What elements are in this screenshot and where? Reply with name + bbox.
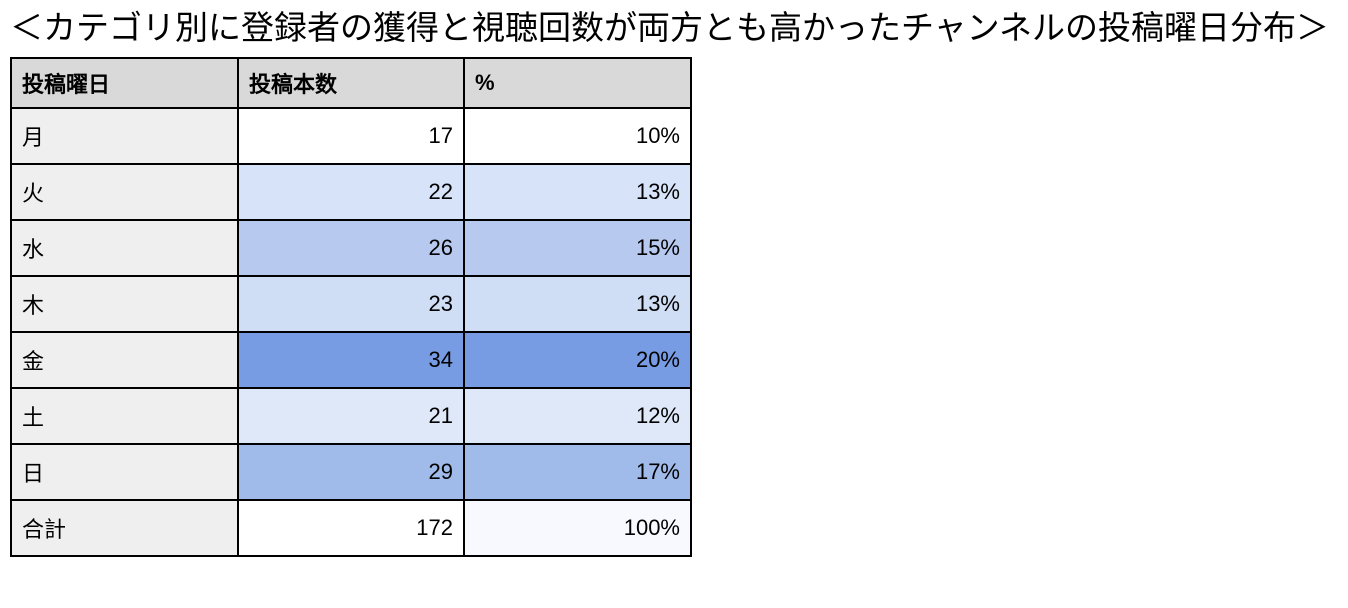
table-row: 日 29 17% — [10, 443, 692, 502]
percent-cell: 17% — [463, 443, 692, 502]
count-cell: 22 — [237, 163, 465, 222]
count-cell: 34 — [237, 331, 465, 390]
count-cell: 29 — [237, 443, 465, 502]
day-cell: 水 — [10, 219, 239, 278]
day-cell: 合計 — [10, 499, 239, 558]
table-row: 土 21 12% — [10, 387, 692, 446]
day-cell: 金 — [10, 331, 239, 390]
percent-cell: 15% — [463, 219, 692, 278]
column-header-percent: % — [463, 57, 692, 110]
day-cell: 月 — [10, 107, 239, 166]
page-title: ＜カテゴリ別に登録者の獲得と視聴回数が両方とも高かったチャンネルの投稿曜日分布＞ — [10, 9, 1330, 46]
table-row: 合計 172 100% — [10, 499, 692, 558]
column-header-day: 投稿曜日 — [10, 57, 239, 110]
table-row: 火 22 13% — [10, 163, 692, 222]
percent-cell: 12% — [463, 387, 692, 446]
table-row: 金 34 20% — [10, 331, 692, 390]
percent-cell: 20% — [463, 331, 692, 390]
day-cell: 土 — [10, 387, 239, 446]
count-cell: 21 — [237, 387, 465, 446]
posting-day-table: 投稿曜日 投稿本数 % 月 17 10% 火 22 13% 水 26 15% 木 23 13% 金 34 2… — [10, 57, 692, 558]
percent-cell: 13% — [463, 275, 692, 334]
day-cell: 日 — [10, 443, 239, 502]
header-row: 投稿曜日 投稿本数 % — [10, 57, 692, 110]
table-row: 月 17 10% — [10, 107, 692, 166]
day-cell: 木 — [10, 275, 239, 334]
count-cell: 17 — [237, 107, 465, 166]
column-header-count: 投稿本数 — [237, 57, 465, 110]
day-cell: 火 — [10, 163, 239, 222]
percent-cell: 13% — [463, 163, 692, 222]
count-cell: 23 — [237, 275, 465, 334]
table-row: 水 26 15% — [10, 219, 692, 278]
table-row: 木 23 13% — [10, 275, 692, 334]
percent-cell: 100% — [463, 499, 692, 558]
count-cell: 26 — [237, 219, 465, 278]
percent-cell: 10% — [463, 107, 692, 166]
count-cell: 172 — [237, 499, 465, 558]
